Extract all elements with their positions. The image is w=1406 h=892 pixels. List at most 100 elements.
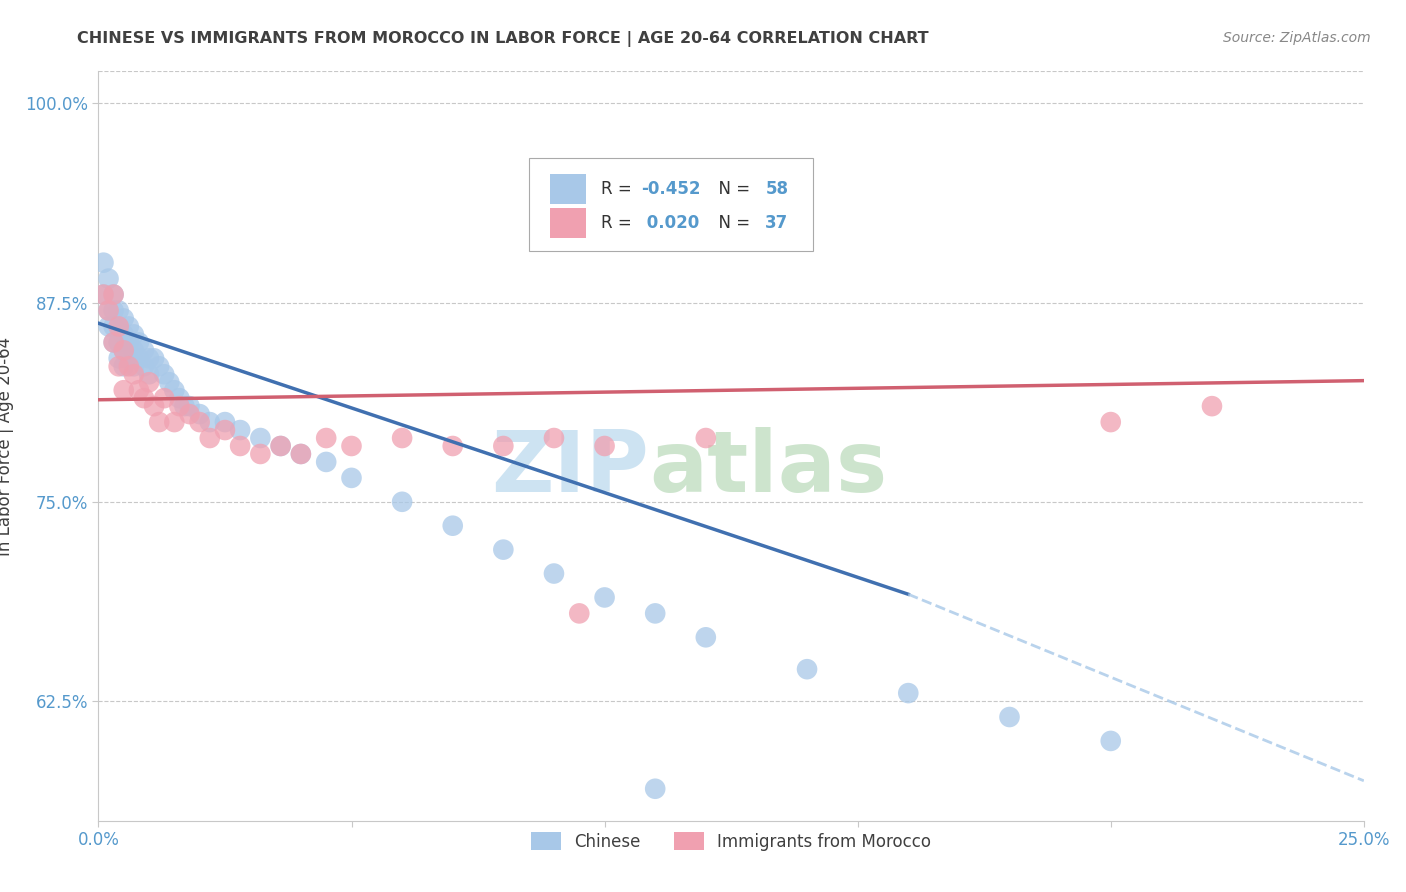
Point [97, 303, 120, 318]
Point [179, 399, 201, 413]
Point [188, 407, 211, 421]
Point [290, 447, 312, 461]
Point [315, 455, 337, 469]
Point [128, 335, 150, 350]
Point [107, 359, 129, 374]
Point [132, 343, 155, 358]
Point [492, 542, 515, 557]
Point [93, 287, 115, 301]
Point [796, 662, 818, 676]
Point [107, 303, 129, 318]
FancyBboxPatch shape [529, 158, 813, 252]
Point [138, 351, 160, 366]
Text: -0.452: -0.452 [641, 180, 700, 198]
Point [103, 335, 125, 350]
Text: 37: 37 [765, 214, 789, 232]
Point [93, 287, 115, 301]
Bar [550, 209, 585, 238]
Point [249, 447, 271, 461]
Point [568, 607, 591, 621]
Point [173, 399, 195, 413]
Point [148, 415, 170, 429]
Point [118, 319, 141, 334]
Point [103, 335, 125, 350]
Point [112, 359, 135, 374]
Point [290, 447, 312, 461]
Point [132, 359, 155, 374]
Y-axis label: In Labor Force | Age 20-64: In Labor Force | Age 20-64 [0, 336, 14, 556]
Point [122, 359, 145, 374]
Point [644, 781, 666, 796]
Point [270, 439, 292, 453]
Point [107, 319, 129, 334]
Point [214, 423, 236, 437]
Point [138, 376, 160, 390]
Text: N =: N = [709, 214, 755, 232]
Point [169, 391, 191, 405]
Point [1201, 399, 1223, 413]
Point [103, 287, 125, 301]
Point [198, 415, 221, 429]
Point [543, 431, 565, 445]
Point [644, 607, 666, 621]
Point [118, 335, 141, 350]
Point [188, 415, 211, 429]
Point [441, 439, 464, 453]
Point [695, 630, 717, 644]
Point [1099, 734, 1122, 748]
Text: ZIP: ZIP [491, 427, 648, 510]
Text: atlas: atlas [648, 427, 887, 510]
Point [391, 495, 413, 509]
Point [148, 359, 170, 374]
Point [214, 415, 236, 429]
Point [132, 391, 155, 405]
Point [103, 287, 125, 301]
Point [143, 399, 166, 413]
Point [1099, 415, 1122, 429]
Point [270, 439, 292, 453]
Point [143, 351, 166, 366]
Point [543, 566, 565, 581]
Point [112, 327, 135, 342]
Point [391, 431, 413, 445]
Point [229, 439, 252, 453]
Point [138, 368, 160, 382]
Text: R =: R = [600, 214, 637, 232]
Point [153, 391, 176, 405]
Point [112, 343, 135, 358]
Bar [550, 174, 585, 204]
Legend: Chinese, Immigrants from Morocco: Chinese, Immigrants from Morocco [524, 826, 938, 857]
Point [315, 431, 337, 445]
Point [163, 415, 186, 429]
Point [107, 319, 129, 334]
Point [695, 431, 717, 445]
Point [118, 359, 141, 374]
Point [112, 343, 135, 358]
Point [122, 343, 145, 358]
Point [198, 431, 221, 445]
Point [93, 255, 115, 269]
Point [103, 319, 125, 334]
Point [112, 311, 135, 326]
Point [492, 439, 515, 453]
Point [249, 431, 271, 445]
Point [118, 351, 141, 366]
Point [112, 383, 135, 397]
Text: N =: N = [709, 180, 755, 198]
Point [107, 335, 129, 350]
Text: R =: R = [600, 180, 637, 198]
Point [103, 303, 125, 318]
Point [593, 591, 616, 605]
Point [441, 518, 464, 533]
Point [128, 351, 150, 366]
Point [229, 423, 252, 437]
Point [179, 407, 201, 421]
Point [340, 439, 363, 453]
Point [593, 439, 616, 453]
Point [97, 271, 120, 285]
Point [107, 351, 129, 366]
Point [122, 368, 145, 382]
Point [153, 368, 176, 382]
Point [157, 376, 180, 390]
Text: Source: ZipAtlas.com: Source: ZipAtlas.com [1223, 31, 1371, 45]
